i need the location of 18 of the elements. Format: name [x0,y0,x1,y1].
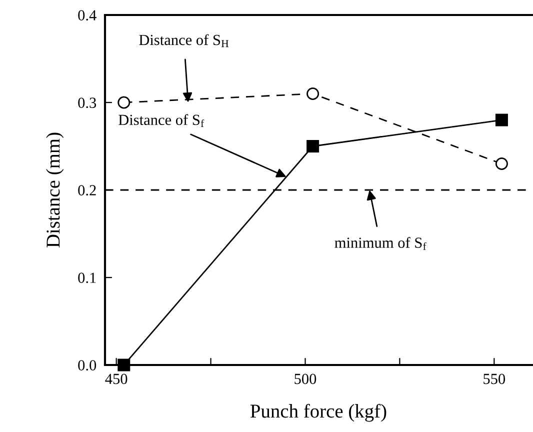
x-tick-label: 550 [484,374,506,384]
x-axis-title: Punch force (kgf) [250,404,386,422]
point [118,96,130,109]
y-tick-label: 0.1 [78,272,96,284]
annotation: minimum of S$_{f}$ [334,236,426,250]
y-tick-label: 0.4 [78,10,96,21]
point [495,158,508,170]
point [495,114,508,126]
annotation: Distance of S$_{f}$ [118,114,204,128]
x-tick-label: 500 [294,374,316,384]
annotation: Distance of S$_{H}$ [139,34,228,48]
y-tick-label: 0.3 [78,98,96,108]
y-tick-label: 0.2 [78,185,96,196]
y-axis-title: Distance (mm) [46,132,64,248]
y-tick-label: 0.0 [78,360,96,371]
point [306,140,320,152]
point [306,88,320,100]
x-tick-label: 450 [105,374,128,384]
